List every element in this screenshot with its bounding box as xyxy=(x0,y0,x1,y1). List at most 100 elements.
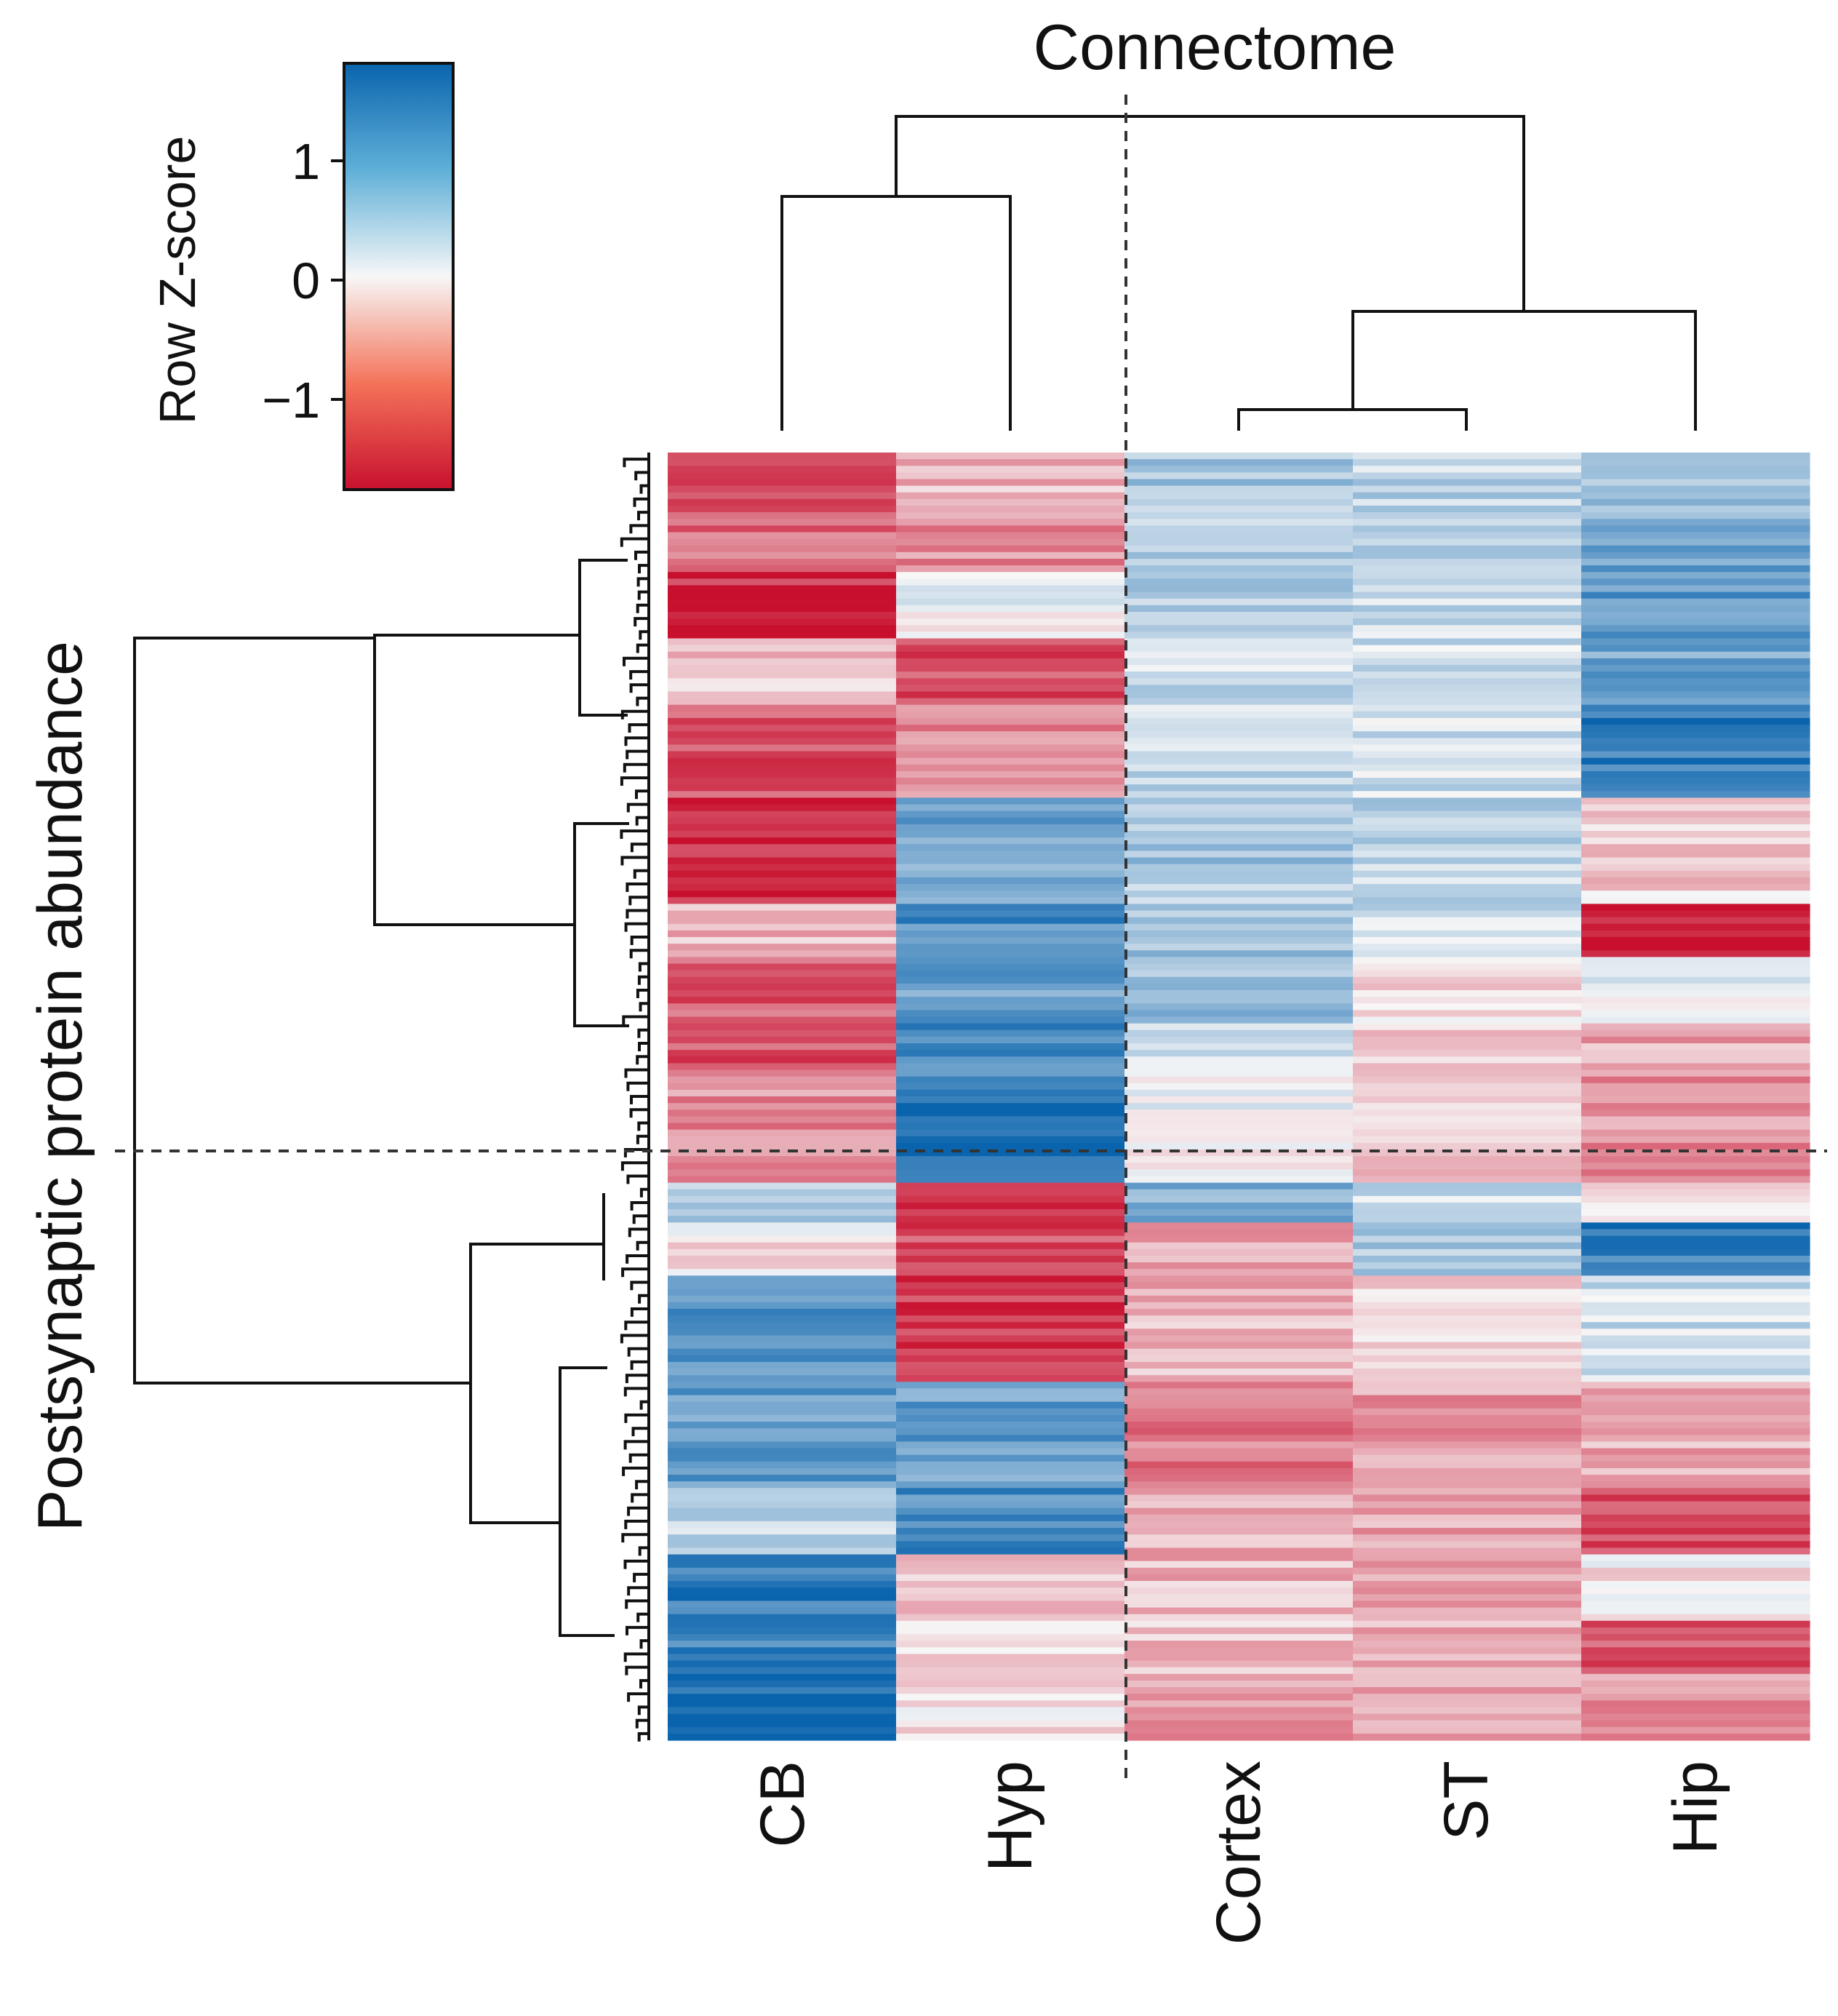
heatmap-cell xyxy=(1353,1361,1582,1369)
heatmap-cell xyxy=(1124,817,1354,825)
row-dendrogram-leaf xyxy=(623,1652,649,1662)
heatmap-cell xyxy=(1353,1163,1582,1170)
heatmap-cell xyxy=(1353,505,1582,513)
heatmap-cell xyxy=(1353,1043,1582,1051)
heatmap-cell xyxy=(1124,731,1354,738)
heatmap-cell xyxy=(1353,1454,1582,1462)
heatmap-cell xyxy=(1124,1521,1354,1529)
heatmap-cell xyxy=(668,1163,897,1170)
heatmap-cell xyxy=(1353,1056,1582,1064)
heatmap-cell xyxy=(1353,1109,1582,1117)
heatmap-cell xyxy=(896,990,1125,997)
heatmap-cell xyxy=(1581,1295,1810,1303)
heatmap-cell xyxy=(1124,472,1354,480)
heatmap-cell xyxy=(896,1308,1125,1316)
heatmap-cell xyxy=(1353,1707,1582,1715)
row-dendrogram-leaf xyxy=(626,1254,649,1264)
heatmap-cell xyxy=(1581,1375,1810,1382)
heatmap-cell xyxy=(896,1295,1125,1303)
row-dendrogram-leaf xyxy=(625,1599,649,1609)
heatmap-cell xyxy=(1581,1149,1810,1157)
heatmap-cell xyxy=(668,717,897,725)
heatmap-cell xyxy=(1353,923,1582,931)
heatmap-cell xyxy=(1353,857,1582,865)
heatmap-cell xyxy=(668,1050,897,1057)
heatmap-cell xyxy=(668,1414,897,1422)
heatmap-cell xyxy=(896,944,1125,951)
heatmap-cell xyxy=(1581,1023,1810,1031)
heatmap-cell xyxy=(1353,1687,1582,1694)
heatmap-cell xyxy=(1581,1368,1810,1376)
heatmap-cell xyxy=(1353,1408,1582,1416)
row-dendrogram-leaf xyxy=(620,829,649,839)
heatmap-cell xyxy=(1581,678,1810,685)
heatmap-cell xyxy=(1124,672,1354,679)
heatmap-cell xyxy=(1581,1262,1810,1270)
row-dendrogram-leaf xyxy=(620,776,649,786)
heatmap-cell xyxy=(896,1435,1125,1443)
heatmap-cell xyxy=(1581,1428,1810,1435)
heatmap-cell xyxy=(1353,1136,1582,1144)
heatmap-cell xyxy=(1353,1103,1582,1110)
heatmap-cell xyxy=(1124,1713,1354,1721)
heatmap-cell xyxy=(668,1036,897,1044)
heatmap-cell xyxy=(896,717,1125,725)
heatmap-cell xyxy=(1581,870,1810,878)
heatmap-cell xyxy=(1353,1295,1582,1303)
heatmap-cell xyxy=(1581,857,1810,865)
heatmap-cell xyxy=(1124,725,1354,732)
heatmap-cells xyxy=(668,453,1810,1741)
heatmap-cell xyxy=(668,1733,897,1741)
row-dendrogram-leaf xyxy=(639,1002,649,1012)
heatmap-cell xyxy=(1353,1587,1582,1595)
heatmap-cell xyxy=(896,970,1125,978)
heatmap-cell xyxy=(1124,810,1354,818)
row-dendrogram-leaf xyxy=(634,617,649,626)
row-dendrogram-leaf xyxy=(629,1108,649,1118)
heatmap-cell xyxy=(896,698,1125,706)
heatmap-cell xyxy=(668,1103,897,1110)
heatmap-cell xyxy=(896,658,1125,666)
heatmap-cell xyxy=(668,1275,897,1283)
heatmap-cell xyxy=(1353,1461,1582,1469)
heatmap-cell xyxy=(1353,672,1582,679)
heatmap-cell xyxy=(1124,704,1354,712)
heatmap-cell xyxy=(1581,1242,1810,1250)
heatmap-cell xyxy=(1353,1328,1582,1336)
heatmap-cell xyxy=(896,870,1125,878)
heatmap-cell xyxy=(1353,685,1582,693)
heatmap-cell xyxy=(668,591,897,599)
row-dendrogram-leaf xyxy=(620,709,649,720)
heatmap-cell xyxy=(668,625,897,632)
heatmap-cell xyxy=(1124,1428,1354,1435)
heatmap-cell xyxy=(1124,645,1354,653)
column-dendrogram-branch-cortex-st xyxy=(1237,408,1468,431)
heatmap-cell xyxy=(1353,1355,1582,1363)
heatmap-cell xyxy=(896,1069,1125,1077)
heatmap-cell xyxy=(1124,625,1354,632)
heatmap-cell xyxy=(1581,1096,1810,1104)
heatmap-cell xyxy=(1581,717,1810,725)
heatmap-cell xyxy=(1124,1726,1354,1734)
heatmap-cell xyxy=(896,764,1125,772)
heatmap-cell xyxy=(1581,1574,1810,1582)
heatmap-cell xyxy=(896,1129,1125,1137)
heatmap-cell xyxy=(668,844,897,852)
colorbar-tick-label-1: 1 xyxy=(292,133,320,190)
heatmap-cell xyxy=(1353,1308,1582,1316)
heatmap-cell xyxy=(1124,618,1354,626)
heatmap-cell xyxy=(1581,1667,1810,1675)
heatmap-cell xyxy=(668,558,897,566)
heatmap-cell xyxy=(1124,957,1354,965)
row-dendrogram-leaf xyxy=(623,1559,649,1569)
heatmap-cell xyxy=(896,1149,1125,1157)
heatmap-cell xyxy=(896,1467,1125,1475)
row-dendrogram-leaf xyxy=(638,564,649,574)
heatmap-cell xyxy=(1353,990,1582,997)
heatmap-cell xyxy=(668,1614,897,1622)
heatmap-cell xyxy=(896,618,1125,626)
heatmap-cell xyxy=(1353,1475,1582,1482)
heatmap-cell xyxy=(1124,831,1354,838)
heatmap-cell xyxy=(1124,1620,1354,1628)
column-dendrogram-branch-cortexst-hip xyxy=(1351,310,1697,431)
